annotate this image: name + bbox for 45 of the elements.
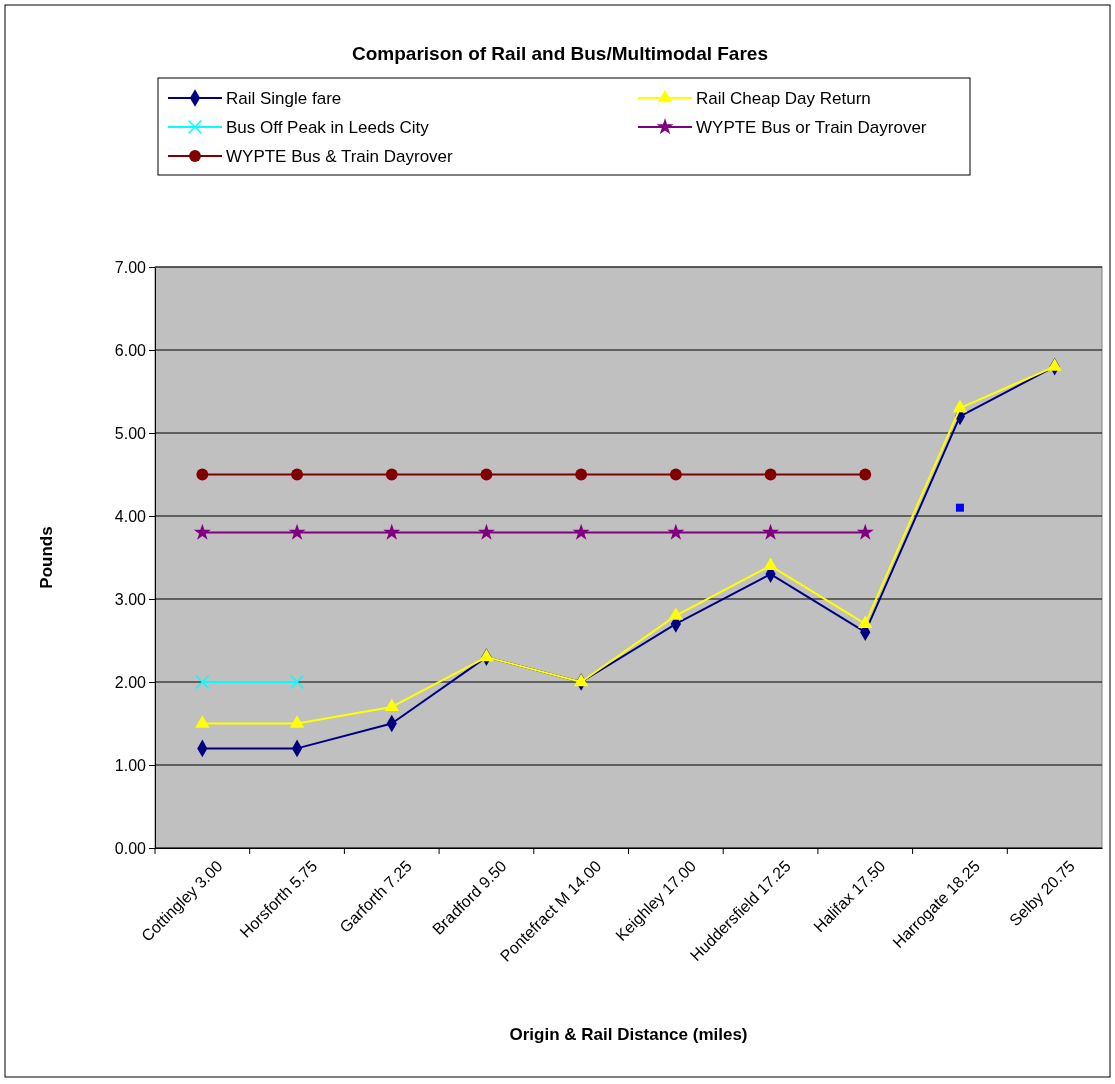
point: [764, 468, 777, 481]
y-tick-label: 6.00: [114, 341, 147, 359]
y-tick-label: 3.00: [114, 590, 147, 608]
point: [289, 674, 305, 690]
point: [193, 523, 211, 540]
point: [291, 468, 303, 481]
point: [762, 523, 780, 540]
y-tick-label: 7.00: [114, 258, 147, 276]
point: [669, 468, 682, 481]
point: [668, 607, 684, 620]
point: [952, 399, 968, 413]
legend-label: WYPTE Bus & Train Dayrover: [226, 147, 454, 166]
point: [385, 468, 398, 481]
point: [573, 673, 589, 687]
point: [289, 715, 305, 728]
point: [858, 615, 873, 629]
point: [1047, 358, 1062, 371]
point: [955, 503, 964, 512]
point: [575, 468, 588, 481]
point: [288, 523, 306, 540]
point: [572, 523, 590, 540]
chart-title: Comparison of Rail and Bus/Multimodal Fares: [352, 43, 768, 64]
point: [479, 648, 494, 662]
y-tick-label: 1.00: [114, 756, 147, 774]
y-tick-label: 4.00: [114, 507, 147, 525]
point: [477, 523, 495, 540]
point: [196, 468, 209, 481]
legend-label: Bus Off Peak in Leeds City: [226, 118, 430, 137]
legend-label: Rail Cheap Day Return: [696, 89, 871, 108]
point: [195, 715, 210, 728]
point: [384, 698, 399, 712]
y-tick-label: 2.00: [114, 673, 147, 691]
point: [383, 523, 401, 540]
point: [856, 523, 874, 540]
point: [667, 523, 685, 540]
legend-label: WYPTE Bus or Train Dayrover: [696, 118, 927, 137]
x-axis-title: Origin & Rail Distance (miles): [509, 1025, 748, 1044]
y-tick-label: 5.00: [114, 424, 147, 442]
y-tick-label: 0.00: [114, 839, 147, 857]
point: [859, 468, 872, 481]
y-axis-title: Pounds: [37, 526, 56, 589]
point: [480, 468, 493, 481]
point: [763, 557, 778, 570]
legend-label: Rail Single fare: [226, 89, 342, 108]
point: [195, 674, 210, 690]
